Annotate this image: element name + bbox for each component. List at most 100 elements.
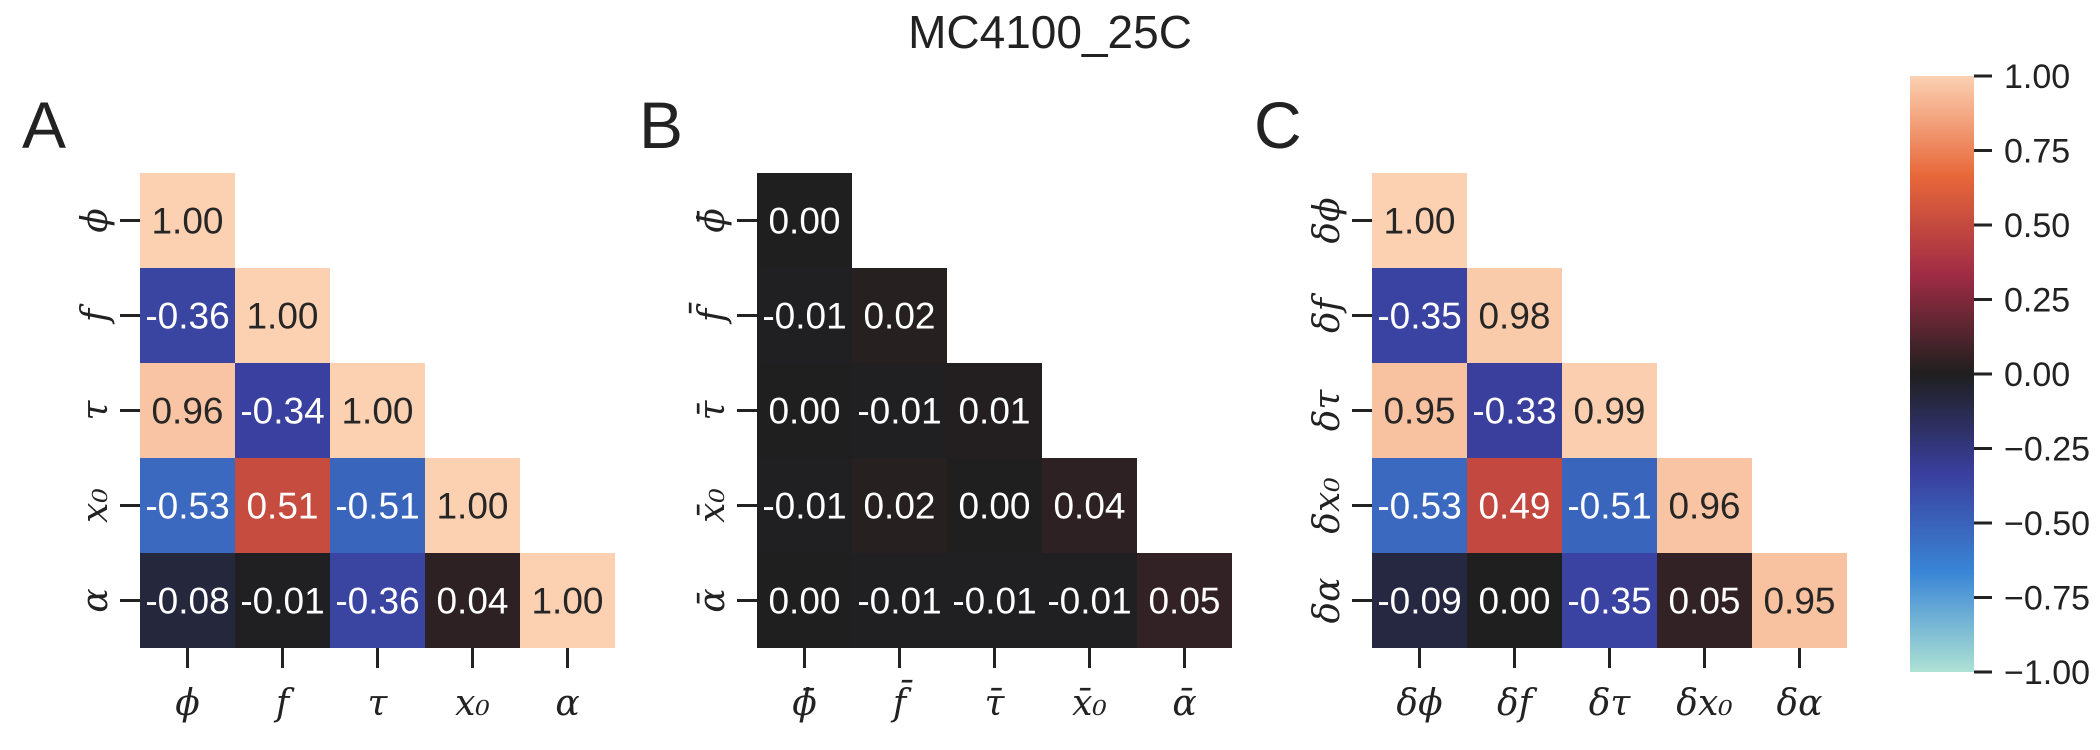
cell-value: 1.00 <box>341 391 413 432</box>
heatmap-cell <box>1562 553 1657 648</box>
x-tick-label: δf <box>1497 683 1538 724</box>
cell-value: -0.01 <box>240 581 324 622</box>
y-tick-label: δτ <box>1307 389 1348 432</box>
heatmap-cell <box>947 363 1042 458</box>
cell-value: 0.05 <box>1148 581 1220 622</box>
cell-value: 0.95 <box>1383 391 1455 432</box>
y-tick-label: ϕ <box>75 208 116 233</box>
colorbar-tick-label: 0.25 <box>2004 282 2070 320</box>
panel-c: C 1.00 -0.35 0.98 0.95 -0.33 0.99 -0.53 0.49 -0.5… <box>1254 88 1847 724</box>
heatmap-cell <box>947 458 1042 553</box>
y-tick-label: f̄ <box>689 302 733 325</box>
heatmap-cell <box>1562 363 1657 458</box>
cell-value: -0.36 <box>335 581 419 622</box>
heatmap-cell <box>757 173 852 268</box>
heatmap-cell <box>852 553 947 648</box>
colorbar-tick-label: 0.00 <box>2004 356 2070 394</box>
y-tick-label: x̄₀ <box>692 488 733 523</box>
cell-value: 1.00 <box>436 486 508 527</box>
x-tick-label: ᾱ <box>1172 683 1196 724</box>
heatmap-cell <box>1372 173 1467 268</box>
cell-value: 0.00 <box>768 201 840 242</box>
cell-value: 0.98 <box>1478 296 1550 337</box>
cell-value: 1.00 <box>246 296 318 337</box>
heatmap-cell <box>852 268 947 363</box>
heatmap-panels: A 1.00 -0.36 1.00 0.96 -0.34 1.00 -0.53 0.51 -0.5… <box>22 88 1847 724</box>
heatmap-cell <box>330 458 425 553</box>
cell-value: -0.01 <box>762 296 846 337</box>
x-tick-label: τ <box>368 683 389 724</box>
heatmap-cell <box>330 553 425 648</box>
heatmap-cell <box>140 363 235 458</box>
x-tick-label: δx₀ <box>1676 683 1732 724</box>
heatmap-cell <box>1657 553 1752 648</box>
cell-value: -0.53 <box>145 486 229 527</box>
heatmap-cell <box>1467 363 1562 458</box>
cell-value: -0.35 <box>1567 581 1651 622</box>
cell-value: -0.36 <box>145 296 229 337</box>
colorbar-tick-label: −1.00 <box>2004 654 2090 692</box>
cell-value: -0.33 <box>1472 391 1556 432</box>
cell-value: 0.02 <box>863 296 935 337</box>
heatmap-cell <box>1467 458 1562 553</box>
cell-value: 0.51 <box>246 486 318 527</box>
cell-value: 0.04 <box>436 581 508 622</box>
cell-value: 0.00 <box>958 486 1030 527</box>
cell-value: 0.00 <box>1478 581 1550 622</box>
heatmap-cell <box>852 363 947 458</box>
x-tick-label: ϕ̄ <box>792 683 817 724</box>
heatmap-cell <box>235 268 330 363</box>
panel-letter: A <box>22 88 66 162</box>
heatmap-cell <box>1042 553 1137 648</box>
heatmap-cell <box>1137 553 1232 648</box>
cell-value: -0.01 <box>857 581 941 622</box>
cell-value: -0.01 <box>1047 581 1131 622</box>
heatmap-cell <box>947 553 1042 648</box>
heatmap-cell <box>757 268 852 363</box>
heatmap-cell <box>757 363 852 458</box>
cell-value: 0.99 <box>1573 391 1645 432</box>
x-tick-label: δϕ <box>1396 683 1442 724</box>
heatmap-cell <box>1562 458 1657 553</box>
colorbar: 1.00 0.75 0.50 0.25 0.00 −0.25 −0.50 −0.75 −1.00 <box>1910 58 2090 692</box>
y-tick-label: δf <box>1307 292 1348 333</box>
y-tick-label: ᾱ <box>692 588 733 612</box>
heatmap-cell <box>425 458 520 553</box>
heatmap-cell <box>1372 553 1467 648</box>
cell-value: -0.34 <box>240 391 324 432</box>
heatmap-cell <box>140 173 235 268</box>
heatmap-cell <box>1657 458 1752 553</box>
cell-value: 0.49 <box>1478 486 1550 527</box>
cell-value: 0.04 <box>1053 486 1125 527</box>
cell-value: -0.35 <box>1377 296 1461 337</box>
y-tick-label: τ̄ <box>692 399 733 420</box>
colorbar-tick-label: 1.00 <box>2004 58 2070 96</box>
y-tick-label: δα <box>1307 578 1348 624</box>
heatmap-cell <box>140 268 235 363</box>
x-tick-label: x₀ <box>455 683 490 724</box>
cell-value: 1.00 <box>1383 201 1455 242</box>
heatmap-cell <box>140 553 235 648</box>
heatmap-cell <box>757 458 852 553</box>
cell-value: -0.01 <box>762 486 846 527</box>
cell-value: 0.02 <box>863 486 935 527</box>
colorbar-tick-label: −0.75 <box>2004 580 2090 618</box>
cell-value: -0.09 <box>1377 581 1461 622</box>
colorbar-gradient <box>1910 76 1974 672</box>
heatmap-cell <box>330 363 425 458</box>
x-tick-label: ϕ <box>175 683 200 724</box>
cell-value: 0.00 <box>768 581 840 622</box>
heatmap-cell <box>1372 268 1467 363</box>
y-tick-label: δϕ <box>1307 197 1348 243</box>
y-tick-label: f <box>75 303 116 325</box>
x-tick-label: f̄ <box>890 680 913 724</box>
cell-value: -0.53 <box>1377 486 1461 527</box>
cell-value: 0.96 <box>151 391 223 432</box>
x-tick-label: δτ <box>1589 683 1632 724</box>
heatmap-cell <box>1372 458 1467 553</box>
x-tick-label: δα <box>1777 683 1823 724</box>
panel-a: A 1.00 -0.36 1.00 0.96 -0.34 1.00 -0.53 0.51 -0.5… <box>22 88 615 724</box>
y-tick-label: δx₀ <box>1307 477 1348 533</box>
y-tick-label: α <box>75 588 116 612</box>
